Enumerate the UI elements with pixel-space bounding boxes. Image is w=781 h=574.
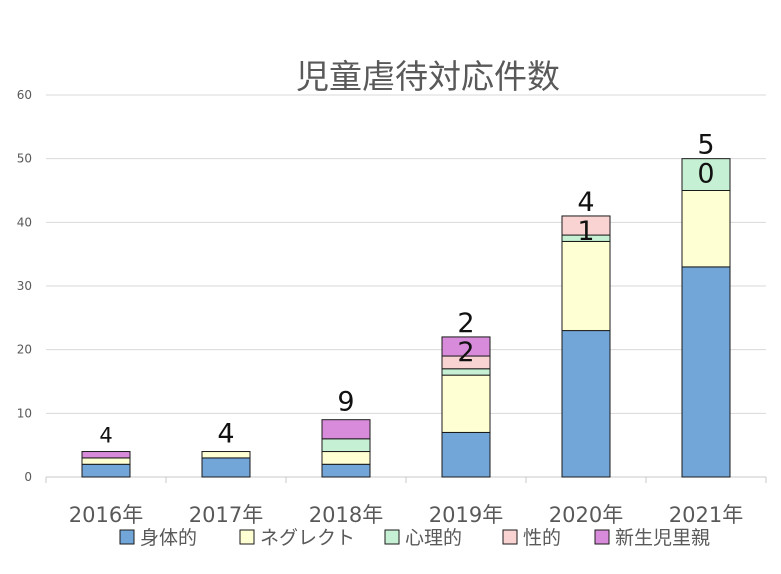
legend-swatch (502, 529, 518, 545)
total-label-digit: 9 (337, 387, 354, 418)
legend-item: 新生児里親 (594, 527, 710, 549)
total-label-digit: 2 (457, 308, 474, 339)
legend-label: 性的 (523, 527, 561, 549)
legend-label: ネグレクト (260, 527, 355, 549)
legend-swatch (119, 529, 135, 545)
legend-swatch (384, 529, 400, 545)
chart-title: 児童虐待対応件数 (296, 57, 560, 96)
x-tick-label: 2019年 (429, 503, 503, 527)
bar-segment (561, 215, 611, 236)
bar-segment (321, 463, 371, 478)
bar-segment (681, 158, 731, 192)
x-tick-label: 2020年 (549, 503, 623, 527)
bar-segment (81, 463, 131, 478)
x-axis-labels: 2016年 2017年 2018年 2019年 2020年 2021年 (69, 503, 743, 527)
x-tick-label: 2016年 (69, 503, 143, 527)
y-tick-label: 20 (17, 343, 32, 357)
bar-segment (561, 240, 611, 332)
bar-segment (81, 457, 131, 465)
bars (81, 158, 731, 478)
bar-segment (321, 438, 371, 453)
y-tick-label: 60 (17, 88, 32, 102)
bar-segment (441, 368, 491, 376)
legend: 身体的 ネグレクト 心理的 性的 新生児里親 (119, 527, 710, 549)
x-tick-label: 2017年 (189, 503, 263, 527)
bar-segment (321, 451, 371, 465)
y-tick-label: 50 (17, 152, 32, 166)
bar-segment (201, 451, 251, 459)
legend-label: 身体的 (140, 527, 197, 549)
total-label-digit: 4 (217, 419, 234, 450)
total-label: 9 (337, 387, 354, 418)
total-label: 22 (457, 308, 474, 368)
y-tick-label: 0 (24, 470, 32, 484)
total-label: 4 (99, 424, 112, 448)
y-axis-ticks: 0 10 20 30 40 50 60 (17, 88, 32, 484)
bar-segment (681, 266, 731, 478)
legend-item: 身体的 (119, 527, 197, 549)
bar-segment (321, 419, 371, 440)
x-tick-label: 2018年 (309, 503, 383, 527)
legend-swatch (594, 529, 610, 545)
total-label-digit: 5 (697, 130, 714, 161)
legend-label: 新生児里親 (615, 527, 710, 549)
bar-segment (561, 330, 611, 478)
total-label: 4 (217, 419, 234, 450)
total-label-digit: 4 (99, 424, 112, 448)
bar-segment (681, 190, 731, 268)
bar-segment (441, 336, 491, 357)
total-label-digit: 4 (577, 187, 594, 218)
y-tick-label: 30 (17, 279, 32, 293)
total-label-digit: 0 (697, 159, 714, 190)
bar-segment (81, 451, 131, 459)
y-tick-label: 40 (17, 215, 32, 229)
total-label: 41 (577, 187, 594, 247)
legend-item: 性的 (502, 527, 561, 549)
total-label: 50 (697, 130, 714, 190)
x-tick-label: 2021年 (669, 503, 743, 527)
y-tick-label: 10 (17, 406, 32, 420)
legend-item: 心理的 (384, 527, 462, 549)
total-label-digit: 2 (457, 337, 474, 368)
bar-segment (201, 457, 251, 478)
legend-swatch (239, 529, 255, 545)
total-label-digit: 1 (577, 216, 594, 247)
legend-item: ネグレクト (239, 527, 355, 549)
bar-segment (441, 374, 491, 433)
grid (45, 94, 767, 483)
bar-segment (441, 431, 491, 478)
legend-label: 心理的 (405, 527, 462, 549)
